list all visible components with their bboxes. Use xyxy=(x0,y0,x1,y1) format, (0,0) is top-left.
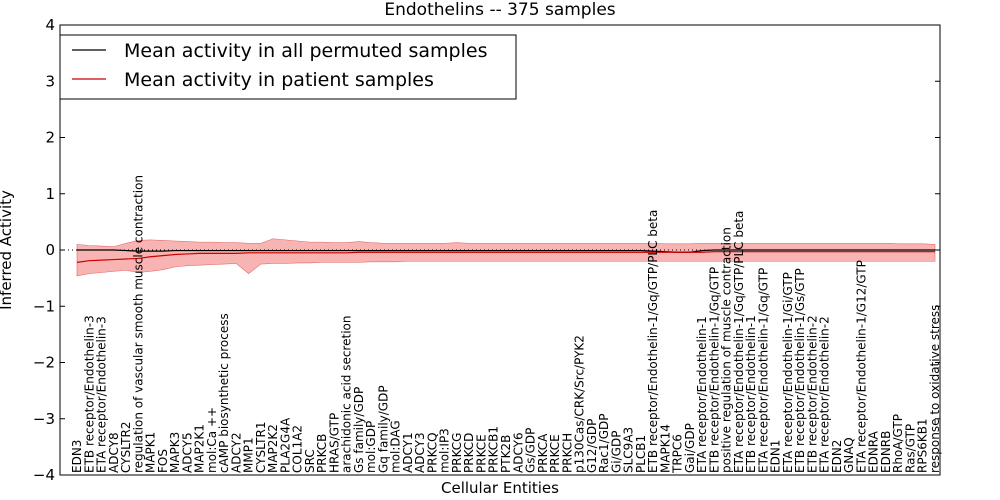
category-label: PRKCE xyxy=(548,434,562,473)
y-tick-label: 0 xyxy=(45,241,55,259)
category-label: ETB receptor/Endothelin-3 xyxy=(82,315,96,473)
category-label: mol:GDP xyxy=(364,421,378,473)
category-label: CYSLTR2 xyxy=(119,422,133,473)
category-label: ETB receptor/Endothelin-1/Gq/GTP/PLC bet… xyxy=(646,210,660,473)
category-label: positive regulation of muscle contractio… xyxy=(720,227,734,473)
y-axis-label: Inferred Activity xyxy=(0,190,15,310)
category-label: PLCB1 xyxy=(634,435,648,473)
category-label: EDN1 xyxy=(769,440,783,473)
category-label: mol:IP3 xyxy=(438,428,452,473)
patient-activity-band xyxy=(76,238,936,277)
category-label: PRKCH xyxy=(560,433,574,473)
category-label: ETA receptor/Endothelin-3 xyxy=(95,316,109,473)
category-label: MAPK3 xyxy=(168,432,182,473)
category-label: Ras/GTP xyxy=(903,424,917,473)
category-label: CYSLTR1 xyxy=(254,422,268,473)
category-label: ETB receptor/Endothelin-2 xyxy=(805,315,819,473)
category-label: Rac1/GDP xyxy=(597,414,611,473)
category-label: EDN3 xyxy=(70,440,84,473)
category-label: EDNRA xyxy=(867,430,881,473)
category-label: mol:Ca ++ xyxy=(205,407,219,473)
category-label: PRKCG xyxy=(450,433,464,473)
category-label: RPS6KB1 xyxy=(916,418,930,473)
category-label: ADCY1 xyxy=(401,432,415,473)
category-label: PRKCB xyxy=(315,434,329,473)
y-tick-label: 4 xyxy=(45,16,55,34)
plot-frame xyxy=(59,24,941,476)
category-label: HRAS/GTP xyxy=(327,413,341,473)
category-label: ETA receptor/Endothelin-2 xyxy=(818,316,832,473)
y-tick-label: 2 xyxy=(45,129,55,147)
y-tick-label: 3 xyxy=(45,72,55,90)
category-label: Gs/GDP xyxy=(524,428,538,473)
category-label: TRPC6 xyxy=(671,434,685,474)
category-label: EDNRB xyxy=(879,431,893,473)
category-label: regulation of vascular smooth muscle con… xyxy=(131,175,145,473)
category-label: ETB receptor/Endothelin-1/Gs/GTP xyxy=(793,268,807,473)
category-label: PRKCE xyxy=(474,434,488,473)
category-label: Gi/GDP xyxy=(609,431,623,473)
category-label: Gq family/GDP xyxy=(376,385,390,473)
category-label: ETA receptor/Endothelin-1/G12/GTP xyxy=(854,260,868,473)
category-label: PTK2B xyxy=(499,435,513,473)
category-label: SLC9A3 xyxy=(622,427,636,473)
legend-label-patient: Mean activity in patient samples xyxy=(124,69,434,91)
category-label: MAPK1 xyxy=(144,432,158,473)
legend-box xyxy=(59,34,517,100)
category-label: PRKCQ xyxy=(425,432,439,473)
category-label: ETA receptor/Endothelin-1/Gq/GTP/PLC bet… xyxy=(732,211,746,473)
y-tick-label: −3 xyxy=(33,410,55,428)
category-label: FOS xyxy=(156,449,170,473)
legend: Mean activity in all permuted samples Me… xyxy=(59,34,517,100)
category-label: G12/GDP xyxy=(585,419,599,473)
category-label: MAPK14 xyxy=(658,424,672,473)
category-label: PLA2G4A xyxy=(278,417,292,473)
category-label: p130Cas/CRK/Src/PYK2 xyxy=(573,335,587,473)
permuted-mean-line xyxy=(77,249,935,253)
legend-label-permuted: Mean activity in all permuted samples xyxy=(124,40,487,62)
category-label: PRKCD xyxy=(462,433,476,473)
category-label: ETA receptor/Endothelin-1 xyxy=(695,316,709,473)
patient-mean-line xyxy=(76,251,935,263)
category-label: cAMP biosynthetic process xyxy=(217,313,231,473)
category-label: RhoA/GTP xyxy=(891,414,905,473)
x-axis-label: Cellular Entities xyxy=(441,479,559,497)
chart-title: Endothelins -- 375 samples xyxy=(384,0,615,20)
y-tick-label: −2 xyxy=(33,354,55,372)
category-label: ADCY5 xyxy=(180,432,194,473)
category-label: ETA receptor/Endothelin-1/Gq/GTP xyxy=(756,268,770,473)
category-label: ETA receptor/Endothelin-1/Gi/GTP xyxy=(781,272,795,473)
category-label: MAP2K2 xyxy=(266,424,280,473)
category-label: COL1A2 xyxy=(291,425,305,473)
category-label: ADCY8 xyxy=(107,432,121,473)
category-label: MMP1 xyxy=(242,437,256,473)
category-label: GNAQ xyxy=(842,437,856,473)
category-label: ADCY2 xyxy=(229,432,243,473)
category-label: Gs family/GDP xyxy=(352,387,366,473)
category-label: arachidonic acid secretion xyxy=(340,316,354,473)
category-label: ETB receptor/Endothelin-1/Gq/GTP xyxy=(707,267,721,473)
category-label: ADCY3 xyxy=(413,432,427,473)
category-label: EDN2 xyxy=(830,440,844,473)
category-label: ETB receptor/Endothelin-1 xyxy=(744,315,758,473)
category-label: Gai/GDP xyxy=(683,423,697,473)
category-label: SRC xyxy=(303,449,317,473)
category-label: response to oxidative stress xyxy=(928,305,942,473)
category-label: mol:DAG xyxy=(389,420,403,473)
category-label: MAP2K1 xyxy=(193,424,207,473)
category-label: PRKCB1 xyxy=(487,426,501,473)
y-tick-label: −1 xyxy=(33,297,55,315)
category-label: ADCY6 xyxy=(511,432,525,473)
y-tick-label: 1 xyxy=(45,185,55,203)
category-label: PRKCA xyxy=(536,433,550,473)
y-tick-label: −4 xyxy=(33,466,55,484)
